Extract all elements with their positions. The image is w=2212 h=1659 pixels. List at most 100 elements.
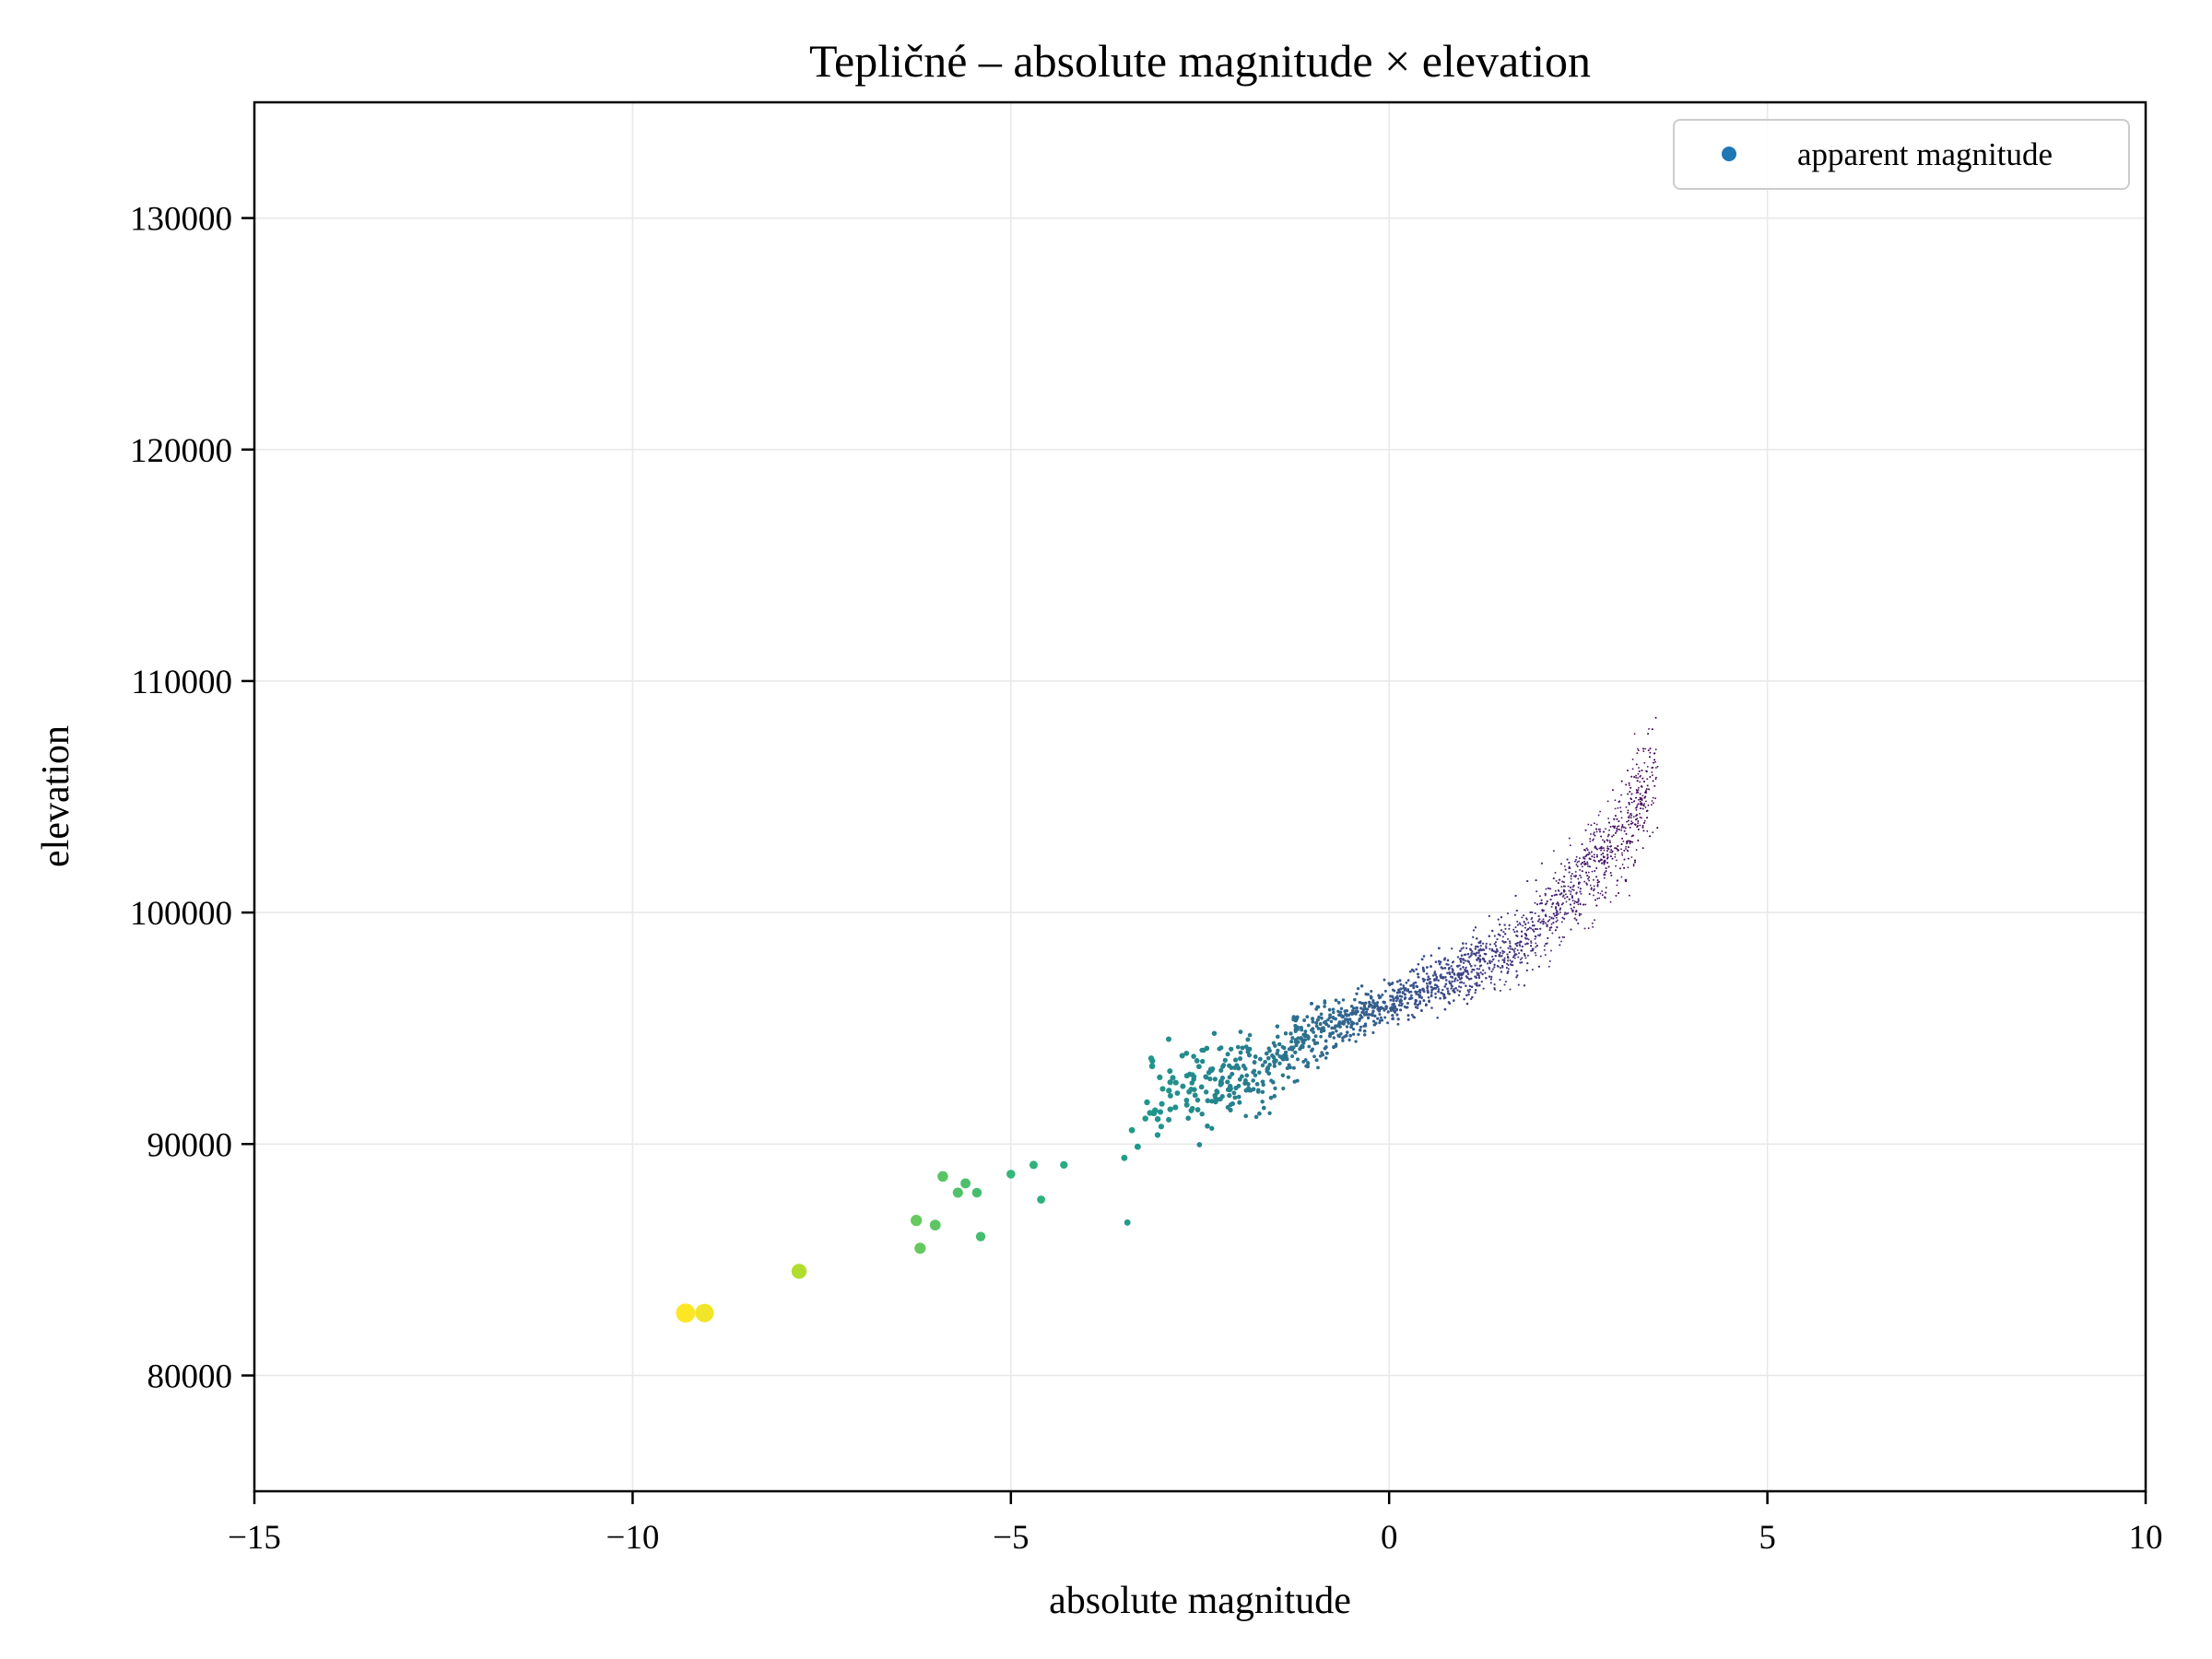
data-point: [1470, 965, 1473, 968]
data-point: [1357, 1032, 1360, 1037]
data-point: [911, 1214, 923, 1227]
data-point: [1157, 1109, 1164, 1115]
data-point: [1547, 965, 1550, 968]
data-point: [1595, 866, 1598, 869]
data-point: [1597, 880, 1600, 883]
data-point: [1565, 912, 1568, 915]
data-point: [1480, 948, 1483, 952]
data-point: [1521, 945, 1524, 947]
data-point: [1460, 986, 1463, 989]
data-point: [1635, 777, 1637, 779]
data-point: [1290, 1053, 1295, 1059]
data-point: [1433, 971, 1436, 975]
data-point: [1491, 955, 1494, 958]
data-point: [1406, 1018, 1410, 1021]
data-point: [1414, 990, 1417, 994]
data-point: [1620, 780, 1623, 782]
data-point: [1620, 829, 1623, 831]
data-point: [1497, 918, 1500, 921]
data-point: [1551, 903, 1554, 906]
data-point: [1645, 800, 1647, 803]
data-point: [1424, 1004, 1428, 1006]
data-point: [1632, 865, 1635, 867]
data-point: [1293, 1024, 1298, 1028]
data-point: [1555, 909, 1558, 912]
data-point: [1552, 912, 1555, 915]
data-point: [1641, 770, 1643, 771]
data-point: [1552, 850, 1555, 853]
data-point: [1336, 1033, 1340, 1037]
data-point: [676, 1303, 696, 1323]
data-point: [1396, 1018, 1400, 1021]
data-point: [1448, 971, 1451, 974]
data-point: [1459, 949, 1462, 952]
data-point: [1311, 1019, 1315, 1024]
data-point: [1596, 881, 1599, 884]
data-point: [1653, 785, 1656, 787]
data-point: [1476, 951, 1478, 955]
data-point: [1574, 860, 1576, 863]
data-point: [1607, 833, 1610, 836]
data-point: [1377, 994, 1381, 997]
data-point: [1254, 1082, 1260, 1087]
data-point: [1592, 839, 1594, 841]
data-point: [1451, 967, 1453, 971]
data-point: [1440, 966, 1443, 969]
data-point: [1459, 959, 1463, 963]
data-point: [1355, 1022, 1359, 1026]
data-point: [1533, 930, 1535, 933]
data-point: [1513, 957, 1516, 959]
data-point: [1583, 849, 1586, 851]
data-point: [1272, 1064, 1277, 1068]
data-point: [1474, 982, 1477, 985]
data-point: [1369, 994, 1372, 998]
data-point: [1609, 900, 1612, 903]
data-point: [1464, 959, 1467, 962]
data-point: [1128, 1126, 1135, 1134]
data-point: [1198, 1084, 1205, 1090]
data-point: [1317, 1015, 1321, 1019]
data-point: [1290, 1036, 1295, 1041]
data-point: [1238, 1056, 1242, 1061]
data-point: [1434, 992, 1437, 995]
data-point: [1304, 1064, 1309, 1068]
data-point: [1474, 991, 1477, 994]
data-point: [1006, 1170, 1016, 1179]
data-point: [1503, 957, 1506, 959]
data-point: [1635, 796, 1637, 799]
data-point: [1590, 832, 1592, 835]
data-point: [1322, 1029, 1326, 1032]
data-point: [1243, 1113, 1249, 1119]
data-point: [1229, 1046, 1234, 1052]
data-point: [1447, 968, 1451, 971]
data-point: [1267, 1111, 1272, 1115]
data-point: [1620, 827, 1623, 830]
data-point: [1567, 885, 1570, 888]
data-point: [1410, 994, 1413, 997]
data-point: [1604, 896, 1606, 899]
data-point: [1318, 1053, 1323, 1058]
data-point: [1214, 1088, 1219, 1094]
data-point: [1638, 786, 1640, 789]
data-point: [1622, 826, 1625, 829]
data-point: [1420, 958, 1424, 961]
data-point: [1426, 966, 1429, 969]
data-point: [1649, 756, 1651, 759]
data-point: [1485, 945, 1488, 947]
data-point: [1280, 1073, 1285, 1077]
data-point: [1522, 924, 1524, 927]
data-point: [1243, 1088, 1249, 1093]
data-point: [1564, 868, 1567, 871]
data-point: [1322, 1020, 1326, 1025]
data-point: [1347, 1020, 1350, 1024]
data-point: [1568, 837, 1571, 840]
data-point: [1539, 921, 1542, 924]
data-point: [1531, 968, 1534, 971]
data-point: [1488, 966, 1490, 969]
data-point: [1653, 761, 1654, 764]
data-point: [1488, 961, 1491, 964]
data-point: [1415, 984, 1418, 988]
data-point: [1505, 966, 1508, 970]
data-point: [1473, 952, 1476, 955]
data-point: [1643, 796, 1646, 799]
